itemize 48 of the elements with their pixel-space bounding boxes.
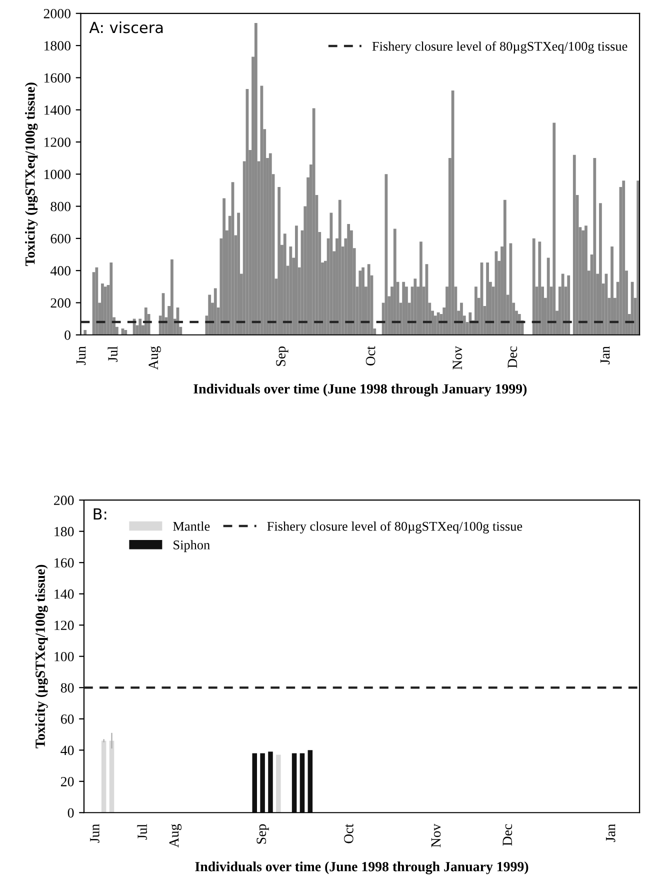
x-tick-label: Nov [452, 346, 462, 370]
x-tick-label: Jul [108, 346, 118, 362]
x-axis-title: Individuals over time (June 1998 through January 1999) [195, 862, 528, 874]
y-tick-label: 60 [60, 714, 74, 724]
y-tick-label: 20 [60, 776, 74, 786]
y-tick-label: 80 [60, 683, 74, 693]
legend-label: Fishery closure level of 80µgSTXeq/100g tissue [267, 521, 522, 534]
y-tick-label: 800 [50, 202, 70, 212]
y-tick-label: 1200 [44, 138, 70, 147]
y-tick-label: 2000 [44, 8, 70, 18]
x-tick-label: Jul [137, 824, 147, 840]
annotation: A: viscera [89, 21, 163, 34]
y-tick-label: 200 [54, 496, 74, 506]
y-tick-label: 120 [54, 620, 74, 630]
annotation: B: [94, 508, 106, 520]
y-axis-title: Toxicity (µgSTXeq/100g tissue) [35, 564, 48, 748]
x-tick-label: Jun [90, 824, 100, 843]
x-tick-label: Dec [508, 346, 518, 368]
x-tick-label: Aug [169, 824, 182, 848]
y-tick-label: 1800 [44, 41, 70, 50]
y-tick-label: 600 [50, 234, 70, 244]
y-axis-title: Toxicity (µgSTXeq/100g tissue) [24, 82, 38, 266]
x-tick-label: Jan [600, 346, 610, 364]
x-tick-label: Oct [366, 346, 376, 366]
y-tick-label: 180 [54, 526, 74, 536]
y-tick-label: 160 [54, 558, 74, 568]
x-axis-title: Individuals over time (June 1998 through January 1999) [194, 384, 527, 396]
y-tick-label: 0 [68, 808, 74, 818]
y-tick-label: 1400 [44, 105, 70, 115]
legend-label: Mantle [173, 521, 210, 531]
y-tick-label: 1000 [44, 170, 70, 180]
x-tick-label: Aug [148, 346, 161, 370]
x-tick-label: Oct [344, 824, 354, 844]
x-tick-label: Jan [606, 824, 616, 842]
y-tick-label: 0 [64, 330, 70, 340]
legend-label: Siphon [174, 540, 210, 552]
y-tick-label: 40 [60, 746, 74, 756]
y-tick-label: 140 [54, 589, 74, 599]
legend-label: Fishery closure level of 80µgSTXeq/100g tissue [372, 41, 628, 54]
x-tick-label: Sep [276, 346, 288, 366]
y-tick-label: 1600 [44, 73, 70, 83]
y-tick-label: 200 [50, 298, 70, 308]
x-tick-label: Dec [502, 824, 512, 846]
x-tick-label: Jun [76, 346, 86, 365]
y-tick-label: 100 [54, 652, 74, 662]
x-tick-label: Nov [431, 824, 441, 848]
x-tick-label: Sep [256, 824, 269, 844]
y-tick-label: 400 [50, 266, 70, 276]
